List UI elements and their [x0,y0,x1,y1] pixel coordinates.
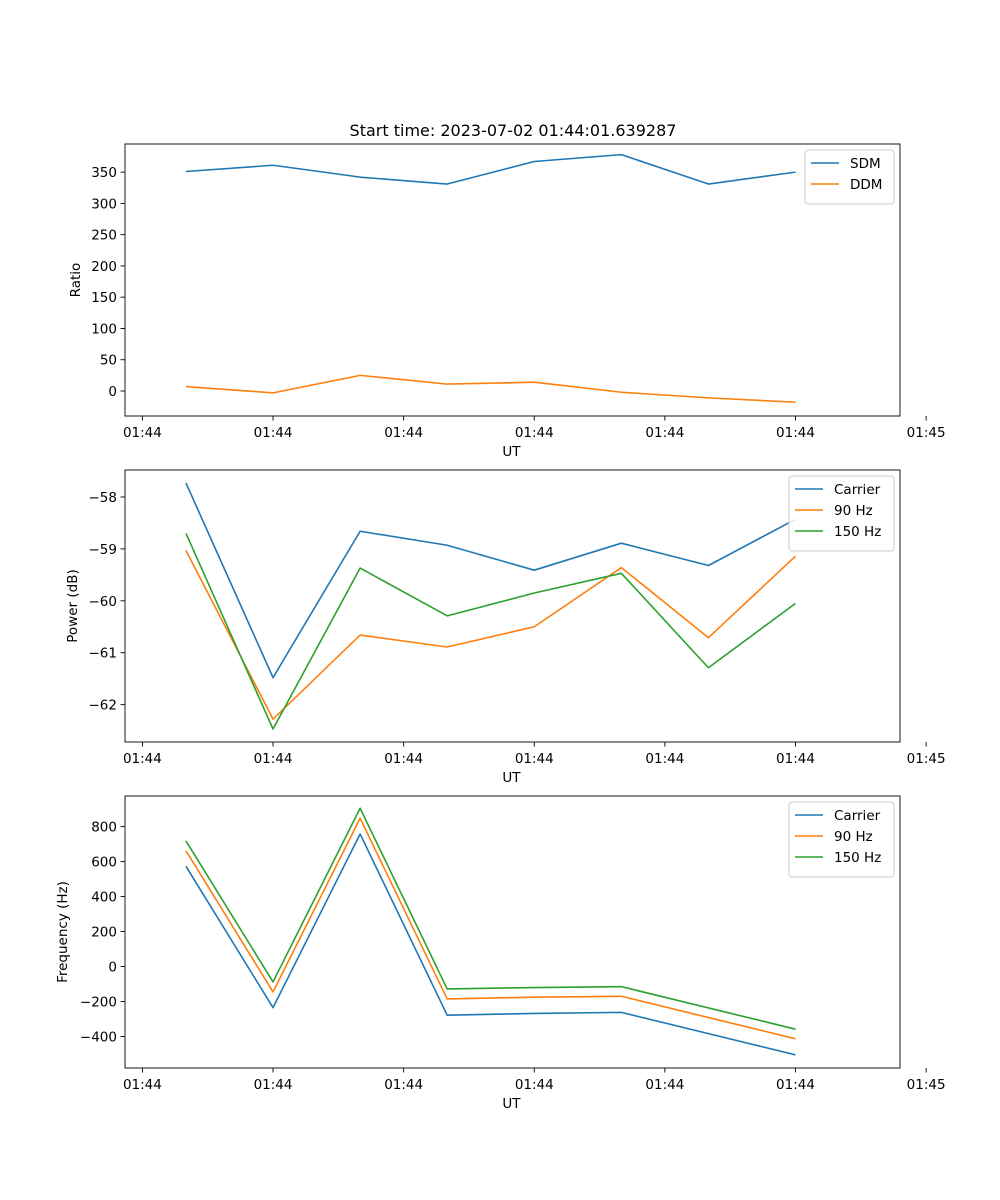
legend-label: 90 Hz [834,829,873,845]
y-tick-label: 0 [108,960,117,976]
x-tick-label: 01:44 [776,751,815,767]
chart-1: 01:44 01:44 01:44 01:44 01:44 01:44 01:45 0 50 10… [68,143,946,460]
x-tick-label: 01:44 [384,751,423,767]
y-tick-label: 350 [91,165,117,181]
legend: SDM DDM [804,149,895,205]
y-tick-label: 250 [91,228,117,244]
x-tick-label: 01:44 [384,1077,423,1093]
y-tick-label: −61 [89,646,118,662]
x-tick-label: 01:44 [254,751,293,767]
x-axis-label: UT [502,444,521,460]
x-tick-label: 01:44 [776,1077,815,1093]
y-axis-label: Power (dB) [65,569,81,642]
chart-2: 01:44 01:44 01:44 01:44 01:44 01:44 01:45 −62 −6… [65,469,946,786]
y-tick-label: 400 [91,890,117,906]
series-line-ddm [185,374,796,404]
legend: Carrier 90 Hz 150 Hz [788,801,895,878]
x-tick-label: 01:44 [254,1077,293,1093]
y-tick-label: 600 [91,855,117,871]
y-tick-label: 150 [91,290,117,306]
y-tick-label: 300 [91,196,117,212]
plots: 01:44 01:44 01:44 01:44 01:44 01:44 01:45 0 50 10… [55,143,946,1112]
legend-label: 150 Hz [834,524,881,540]
x-tick-label: 01:44 [123,425,162,441]
y-tick-label: 100 [91,321,117,337]
y-tick-label: 50 [100,353,117,369]
x-tick-label: 01:44 [515,751,554,767]
y-tick-label: −400 [80,1030,117,1046]
legend-label: DDM [850,177,882,193]
y-tick-label: −58 [89,490,118,506]
y-tick-label: 200 [91,925,117,941]
y-tick-label: −59 [89,542,118,558]
y-tick-label: −60 [89,594,118,610]
series-line-sdm [185,153,796,185]
legend-label: Carrier [834,482,881,498]
y-tick-label: 0 [108,384,117,400]
x-tick-label: 01:44 [123,1077,162,1093]
y-axis-label: Ratio [68,263,84,298]
y-tick-label: 800 [91,820,117,836]
legend-label: 90 Hz [834,503,873,519]
x-axis-label: UT [502,770,521,786]
x-tick-label: 01:45 [907,1077,946,1093]
series-line-carrier [185,482,796,679]
x-tick-label: 01:45 [907,425,946,441]
legend: Carrier 90 Hz 150 Hz [788,475,895,552]
legend-box [788,801,895,878]
x-axis-label: UT [502,1096,521,1112]
legend-box [788,475,895,552]
x-tick-label: 01:44 [515,1077,554,1093]
chart-3: 01:44 01:44 01:44 01:44 01:44 01:44 01:45 −400 −… [55,795,946,1112]
x-tick-label: 01:44 [384,425,423,441]
legend-label: SDM [850,156,881,172]
x-tick-label: 01:45 [907,751,946,767]
plot-frame [124,143,901,417]
y-tick-label: 200 [91,259,117,275]
legend-label: Carrier [834,808,881,824]
x-tick-label: 01:44 [645,751,684,767]
x-tick-label: 01:44 [254,425,293,441]
series-line-150-hz [185,807,796,1030]
x-tick-label: 01:44 [645,425,684,441]
x-tick-label: 01:44 [123,751,162,767]
figure-title: Start time: 2023-07-02 01:44:01.639287 [350,121,677,140]
y-tick-label: −200 [80,995,117,1011]
x-tick-label: 01:44 [645,1077,684,1093]
y-axis-label: Frequency (Hz) [55,881,71,983]
series-line-carrier [185,833,796,1056]
series-line-90-hz [185,817,796,1040]
series-line-150-hz [185,533,796,730]
legend-label: 150 Hz [834,850,881,866]
y-tick-label: −62 [89,698,118,714]
x-tick-label: 01:44 [776,425,815,441]
plot-frame [124,469,901,743]
series-line-90-hz [185,550,797,720]
x-tick-label: 01:44 [515,425,554,441]
